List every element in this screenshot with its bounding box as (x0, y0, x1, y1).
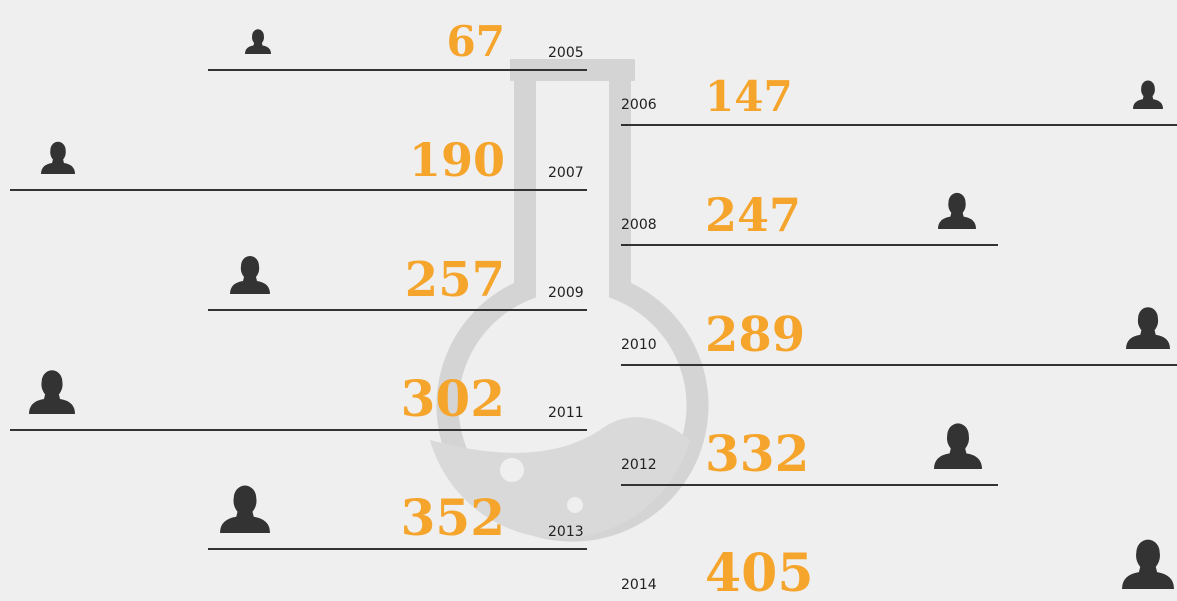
year: 2014 (621, 577, 657, 593)
person-icon (1133, 81, 1163, 110)
year: 2010 (621, 337, 657, 353)
person-icon (245, 29, 271, 54)
person-icon (1122, 540, 1174, 589)
person-icon (1126, 307, 1170, 349)
value: 67 (447, 17, 505, 66)
value: 257 (405, 252, 505, 308)
flask-bubble (500, 458, 524, 482)
person-icon (29, 370, 75, 414)
year: 2008 (621, 217, 657, 233)
value: 190 (409, 133, 505, 187)
value: 405 (705, 543, 814, 601)
year: 2005 (548, 45, 584, 61)
value: 247 (705, 188, 801, 242)
year: 2006 (621, 97, 657, 113)
value: 289 (705, 307, 805, 363)
flask-bubble (567, 497, 583, 513)
year: 2007 (548, 165, 584, 181)
value: 147 (705, 72, 793, 121)
infographic: 67 2005 147 2006 190 2007 247 2008 257 2009 289 201… (0, 0, 1177, 601)
year: 2009 (548, 285, 584, 301)
value: 332 (705, 424, 809, 483)
value: 352 (401, 488, 505, 547)
year: 2012 (621, 457, 657, 473)
person-icon (41, 142, 75, 174)
person-icon (934, 423, 982, 469)
person-icon (230, 256, 270, 294)
person-icon (220, 486, 270, 534)
year: 2013 (548, 524, 584, 540)
year: 2011 (548, 405, 584, 421)
person-icon (938, 193, 976, 229)
value: 302 (401, 369, 505, 428)
